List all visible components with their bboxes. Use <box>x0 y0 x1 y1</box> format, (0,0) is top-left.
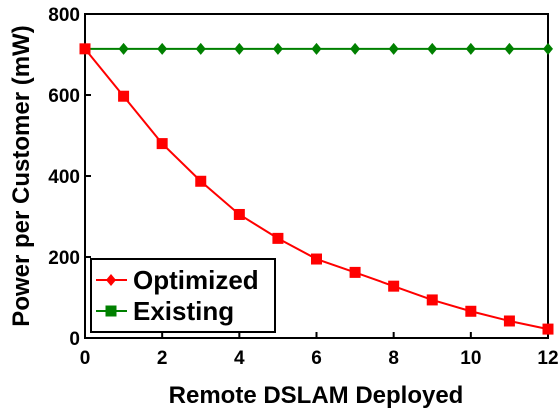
legend-label-existing: Existing <box>133 296 234 326</box>
data-point-optimized <box>542 323 554 335</box>
data-point-optimized <box>272 232 284 244</box>
legend-item-optimized: Optimized <box>96 265 259 295</box>
data-point-optimized <box>118 90 130 102</box>
x-tick-label: 0 <box>80 348 91 369</box>
legend-marker-existing <box>105 305 117 317</box>
data-point-existing <box>311 42 322 55</box>
legend-label-optimized: Optimized <box>133 265 259 295</box>
x-tick-label: 10 <box>460 348 481 369</box>
x-axis-title: Remote DSLAM Deployed <box>169 382 464 409</box>
data-point-optimized <box>156 138 168 150</box>
legend-box <box>90 258 276 333</box>
data-point-optimized <box>79 43 91 55</box>
y-tick-label: 400 <box>48 167 80 188</box>
data-point-existing <box>234 42 245 55</box>
data-point-optimized <box>195 175 207 187</box>
data-point-existing <box>543 42 553 55</box>
x-tick-label: 4 <box>234 348 245 369</box>
legend-marker-optimized <box>106 274 116 286</box>
data-point-existing <box>118 42 129 55</box>
data-point-optimized <box>465 305 477 317</box>
data-point-optimized <box>388 280 400 292</box>
data-point-optimized <box>233 208 245 220</box>
y-tick-label: 600 <box>48 86 80 107</box>
data-point-optimized <box>503 315 515 327</box>
data-point-existing <box>272 42 283 55</box>
data-point-existing <box>504 42 515 55</box>
data-point-existing <box>195 42 206 55</box>
data-point-optimized <box>349 266 361 278</box>
series-layer <box>79 42 554 335</box>
y-axis-ticks: 0 200 400 600 800 <box>48 5 91 350</box>
data-point-existing <box>427 42 438 55</box>
y-axis-title: Power per Customer (mW) <box>8 25 35 326</box>
x-tick-label: 12 <box>537 348 558 369</box>
x-tick-label: 6 <box>311 348 322 369</box>
y-tick-label: 800 <box>48 5 80 26</box>
legend-item-existing: Existing <box>96 296 234 326</box>
data-point-existing <box>465 42 476 55</box>
y-tick-label: 0 <box>69 329 80 350</box>
x-tick-label: 8 <box>388 348 399 369</box>
data-point-existing <box>350 42 361 55</box>
data-point-optimized <box>311 253 322 265</box>
y-tick-label: 200 <box>48 248 80 269</box>
data-point-existing <box>157 42 168 55</box>
data-point-existing <box>388 42 399 55</box>
x-tick-label: 2 <box>157 348 168 369</box>
data-point-optimized <box>426 294 438 306</box>
x-axis-ticks: 0 2 4 6 8 10 12 <box>80 332 559 369</box>
